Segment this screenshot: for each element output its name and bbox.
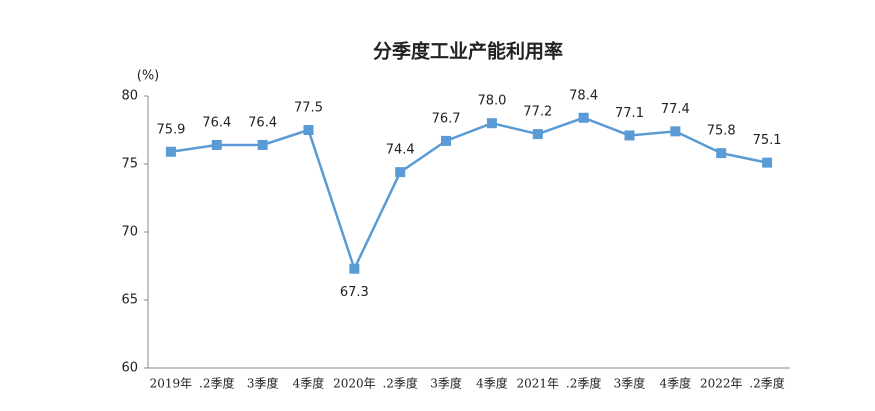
marker — [532, 129, 543, 140]
x-tick-label: 2020年 — [333, 377, 376, 391]
data-label: 75.8 — [707, 124, 736, 139]
line — [170, 116, 768, 273]
marker — [716, 148, 727, 159]
y-tick-label: 75 — [121, 157, 138, 172]
marker — [578, 112, 589, 123]
data-label: 77.4 — [661, 102, 690, 117]
x-tick-label: 4季度 — [476, 376, 508, 391]
marker — [211, 139, 222, 150]
x-tick-label: 3季度 — [614, 376, 646, 391]
data-label: 75.1 — [753, 133, 782, 148]
y-tick-label: 70 — [121, 225, 138, 240]
chart-title: 分季度工业产能利用率 — [373, 40, 563, 63]
marker — [670, 126, 681, 137]
marker — [303, 125, 314, 135]
y-tick-label: 65 — [121, 293, 138, 308]
marker — [486, 118, 497, 129]
x-tick-label: 2022年 — [700, 377, 743, 391]
marker — [257, 139, 268, 150]
x-tick-label: .2季度 — [382, 376, 417, 391]
data-label: 76.4 — [202, 115, 231, 130]
marker — [165, 146, 176, 157]
marker — [349, 263, 360, 274]
x-tick-label: 4季度 — [293, 376, 325, 391]
x-tick-label: .2季度 — [566, 376, 601, 391]
data-label: 78.4 — [569, 88, 598, 103]
data-label: 76.7 — [432, 111, 461, 126]
data-label: 77.2 — [523, 105, 552, 120]
data-label: 75.9 — [156, 122, 185, 137]
x-tick-label: .2季度 — [199, 376, 234, 391]
x-tick-label: 3季度 — [430, 376, 462, 391]
y-tick-label: 80 — [121, 89, 138, 104]
marker — [395, 167, 406, 178]
x-tick-label: 2021年 — [517, 377, 560, 391]
data-label: 78.0 — [477, 94, 506, 109]
x-tick-label: 4季度 — [660, 376, 692, 391]
data-label: 76.4 — [248, 115, 277, 130]
marker — [762, 157, 773, 168]
y-axis-label: (%) — [137, 69, 160, 84]
data-label: 77.1 — [615, 106, 644, 121]
marker — [441, 135, 452, 146]
x-tick-label: 3季度 — [247, 376, 279, 391]
x-tick-label: 2019年 — [150, 377, 193, 391]
x-tick-label: .2季度 — [749, 376, 784, 391]
data-label: 67.3 — [340, 285, 369, 300]
y-tick-label: 60 — [121, 361, 138, 376]
data-label: 77.5 — [294, 101, 323, 116]
marker — [624, 130, 635, 141]
data-label: 74.4 — [386, 143, 415, 158]
